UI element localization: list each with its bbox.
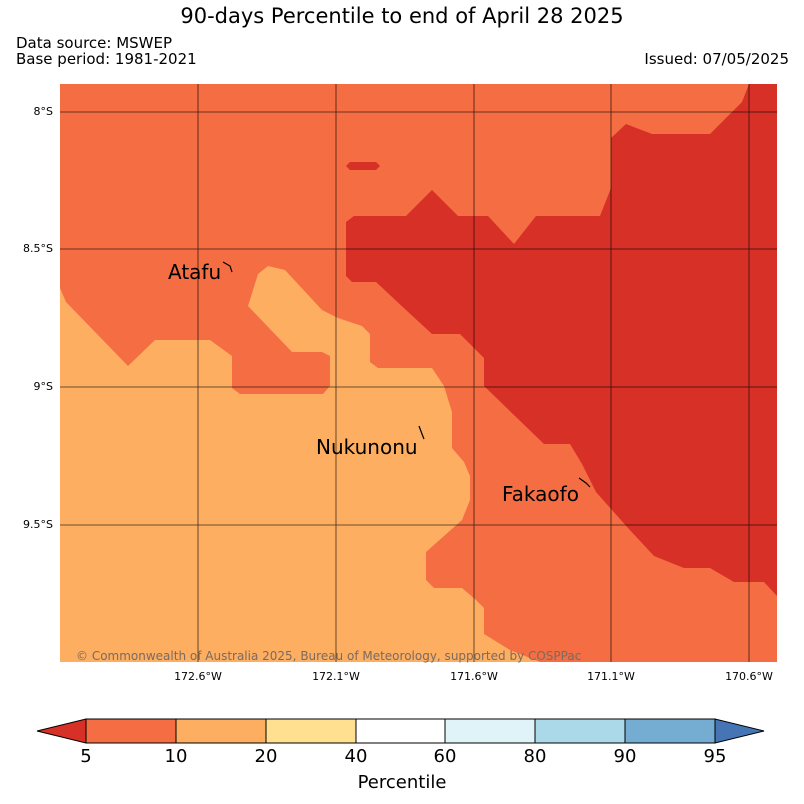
lon-label-172.1W: 172.1°W [312,670,360,683]
copyright-notice: © Commonwealth of Australia 2025, Bureau… [76,649,582,663]
colorbar-segment-below-5 [36,718,87,744]
colorbar-tick-40: 40 [344,746,368,767]
lat-label-8S: 8°S [33,105,53,118]
colorbar [36,718,765,744]
lon-label-171.1W: 171.1°W [587,670,635,683]
issued-date-text: Issued: 07/05/2025 [644,50,789,68]
colorbar-segment-20-40 [265,718,357,744]
region-below-5 [346,84,777,596]
colorbar-tick-95: 95 [703,746,727,767]
region-below-5-patch [346,162,380,170]
colorbar-segment-10-20 [175,718,267,744]
lon-label-171.6W: 171.6°W [450,670,498,683]
nukunonu-island-outline [418,425,425,440]
lon-label-170.6W: 170.6°W [725,670,773,683]
colorbar-tick-20: 20 [254,746,278,767]
colorbar-segment-90-95 [624,718,716,744]
graticule [60,84,777,662]
colorbar-segment-above-95 [714,718,765,744]
colorbar-tick-90: 90 [613,746,637,767]
colorbar-tick-80: 80 [523,746,547,767]
colorbar-segment-5-10 [85,718,177,744]
base-period-text: Base period: 1981-2021 [16,50,197,68]
map-title: 90-days Percentile to end of April 28 20… [180,4,624,28]
atafu-island-outline [222,261,233,273]
lon-label-172.6W: 172.6°W [174,670,222,683]
fakaofo-island-outline [578,477,591,488]
place-label-atafu: Atafu [168,260,222,284]
colorbar-tick-10: 10 [164,746,188,767]
region-10-20 [60,266,540,662]
lat-label-9.5S: 9.5°S [23,518,53,531]
colorbar-segment-80-90 [534,718,626,744]
place-label-fakaofo: Fakaofo [502,482,579,506]
lat-label-9S: 9°S [33,380,53,393]
colorbar-label: Percentile [357,772,447,793]
colorbar-tick-5: 5 [80,746,92,767]
colorbar-segment-40-60 [355,718,446,744]
place-label-nukunonu: Nukunonu [316,435,418,459]
colorbar-tick-60: 60 [433,746,457,767]
lat-label-8.5S: 8.5°S [23,242,53,255]
data-source-text: Data source: MSWEP [16,34,173,52]
colorbar-segment-60-80 [444,718,536,744]
